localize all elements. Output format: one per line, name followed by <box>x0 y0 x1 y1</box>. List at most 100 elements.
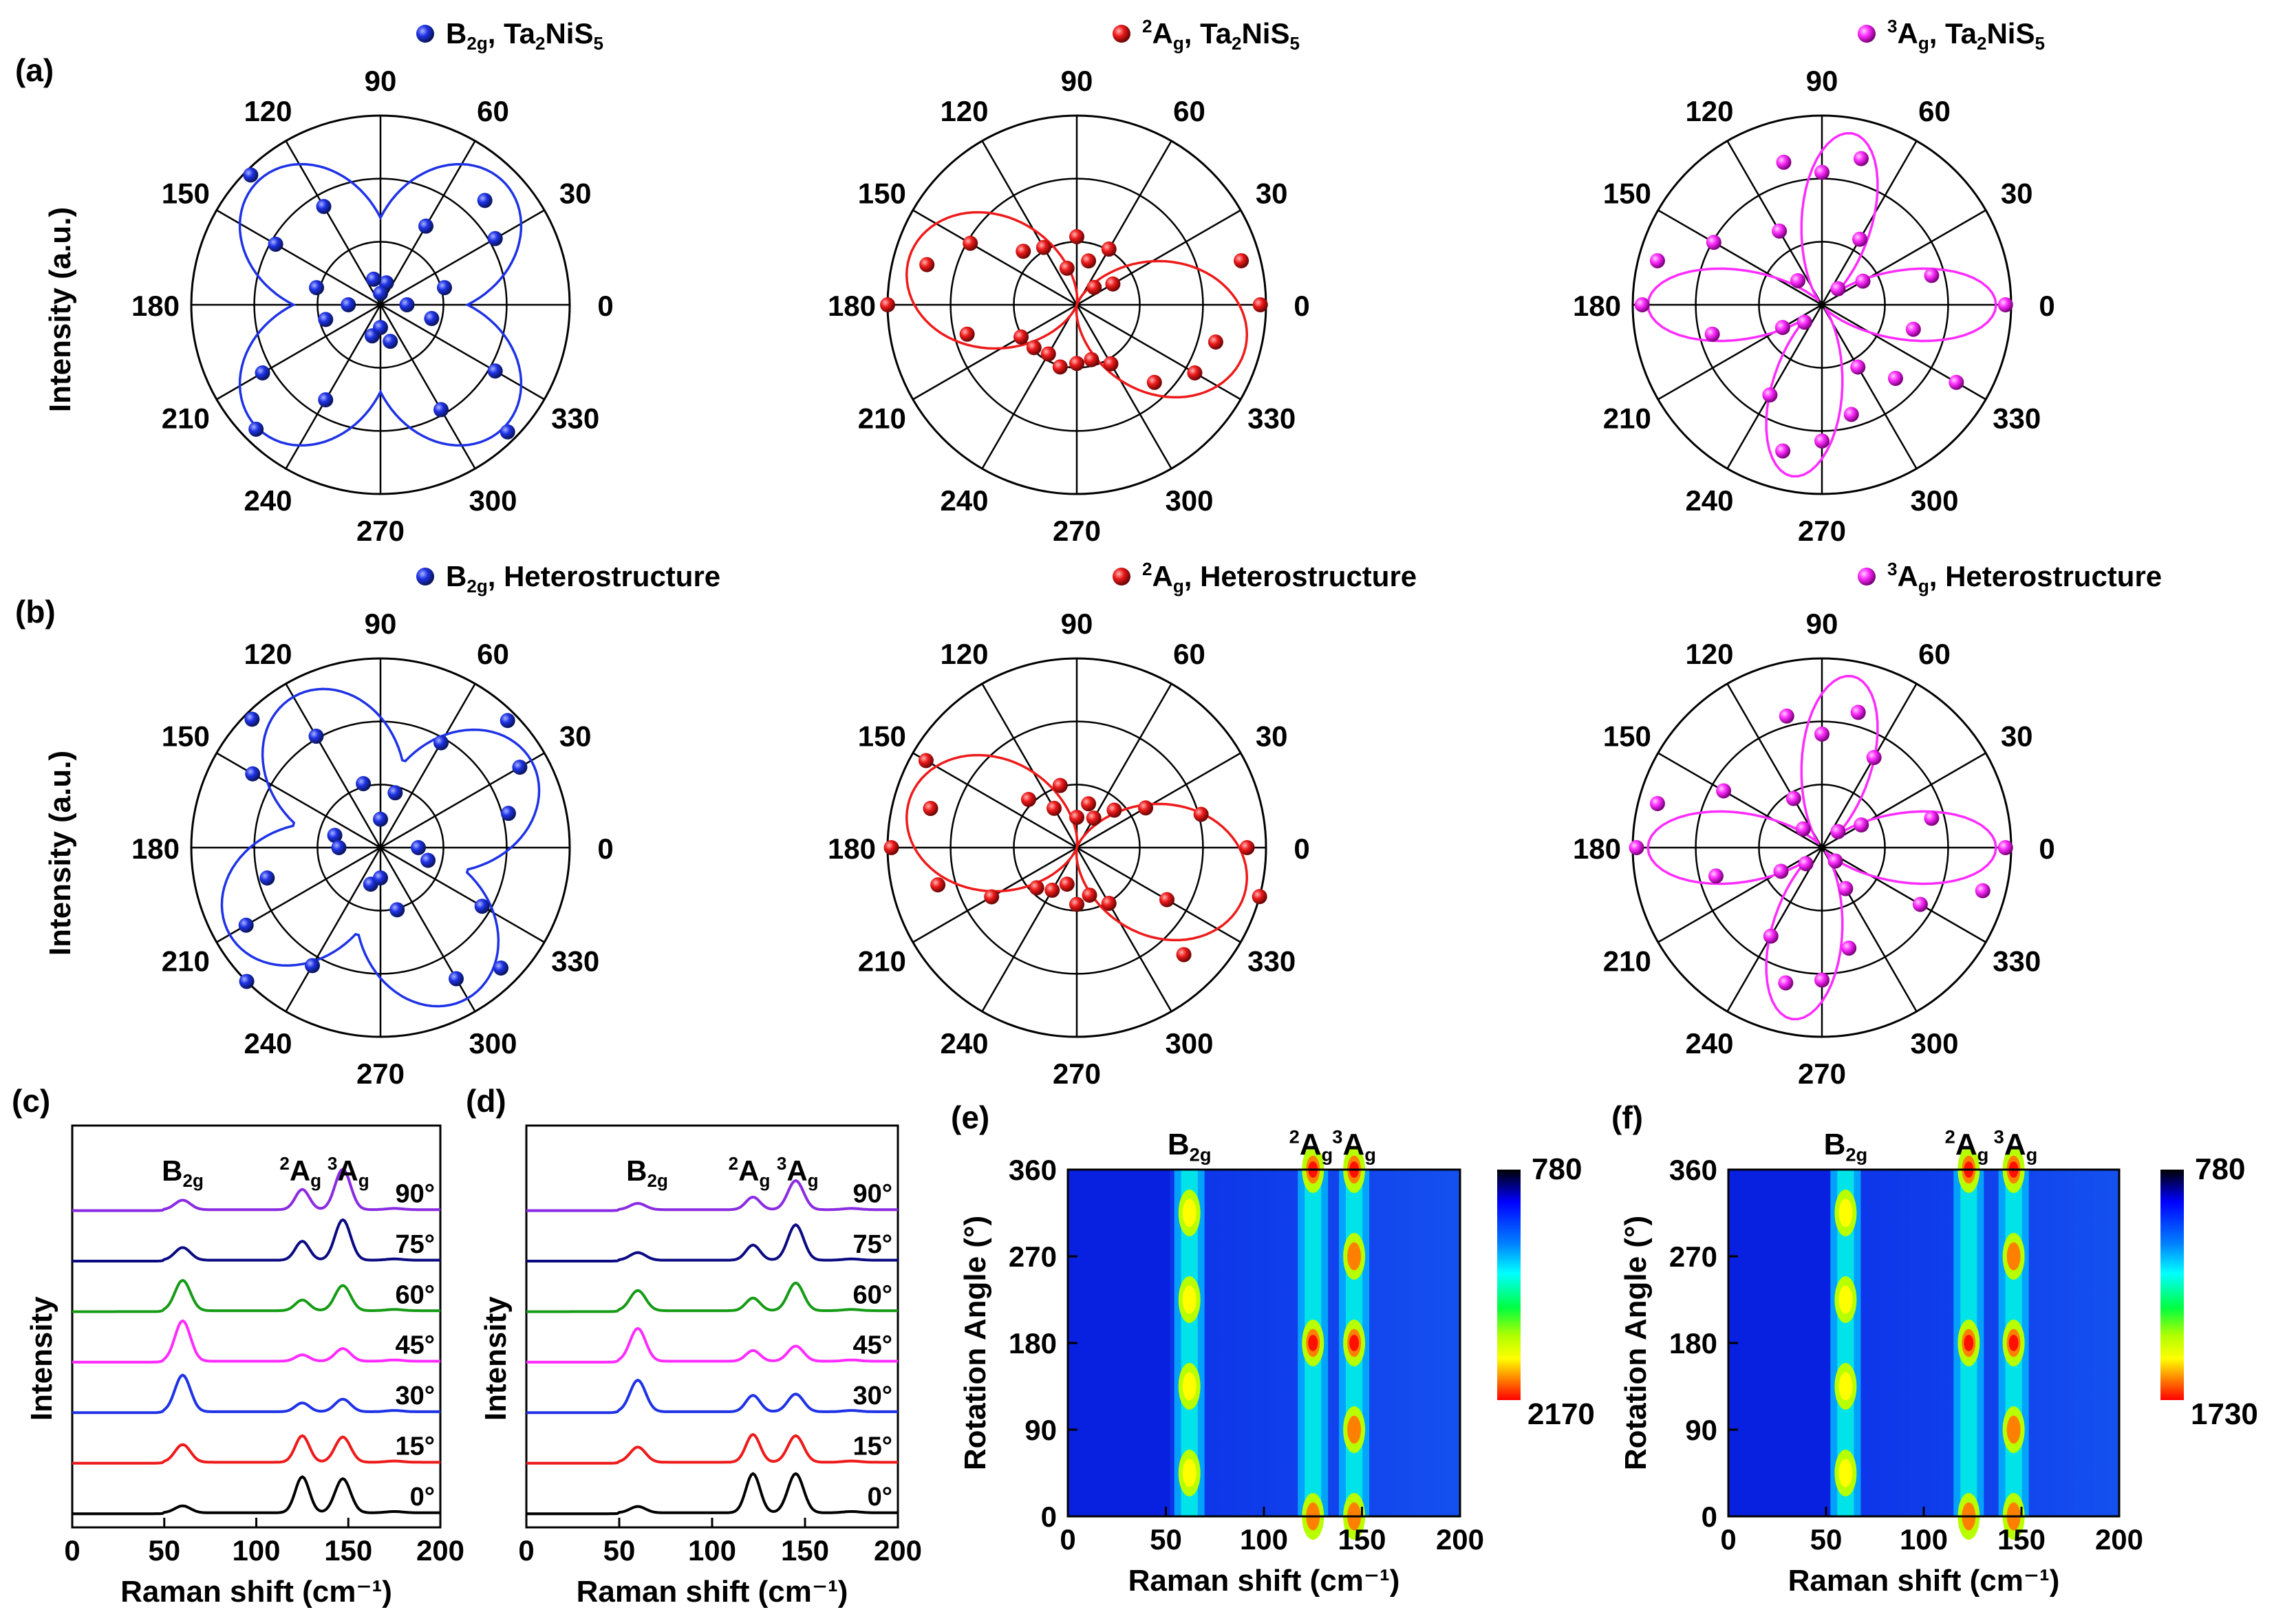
x-tick-label: 100 <box>1900 1523 1948 1556</box>
data-point <box>1020 791 1036 807</box>
spoke-line <box>1821 847 1918 1012</box>
data-point <box>1106 802 1122 818</box>
data-point <box>1912 896 1928 912</box>
angle-tick-label: 270 <box>356 1057 405 1090</box>
angle-tick-label: 330 <box>1247 945 1296 978</box>
data-point <box>309 280 325 296</box>
x-tick-label: 200 <box>874 1534 922 1567</box>
data-point <box>1855 273 1871 289</box>
data-point <box>316 199 332 215</box>
series-angle-label: 15° <box>853 1432 892 1461</box>
y-tick-label: 90 <box>1024 1414 1057 1446</box>
intensity-spot-peak <box>2008 1335 2019 1351</box>
spectrum-line <box>72 1475 440 1516</box>
angle-tick-label: 180 <box>131 832 180 865</box>
data-point <box>1208 334 1223 350</box>
data-point <box>1887 370 1903 386</box>
y-tick-label: 270 <box>1669 1240 1717 1273</box>
intensity-spot-peak <box>1349 1335 1360 1351</box>
intensity-spot-core <box>1182 1199 1197 1227</box>
angle-tick-label: 180 <box>828 290 876 322</box>
x-tick-label: 50 <box>1150 1523 1182 1556</box>
angle-tick-label: 150 <box>162 178 210 210</box>
angle-tick-label: 90 <box>365 65 397 97</box>
angle-tick-label: 210 <box>1603 945 1651 978</box>
angle-tick-label: 270 <box>1053 1057 1101 1090</box>
data-point <box>1905 321 1921 337</box>
colorbar-min-label: 1730 <box>2191 1397 2258 1431</box>
angle-tick-label: 0 <box>1294 832 1309 865</box>
angle-tick-label: 330 <box>551 945 599 978</box>
x-tick-label: 150 <box>781 1534 829 1567</box>
angle-tick-label: 0 <box>597 290 613 322</box>
data-point <box>1853 151 1869 166</box>
angle-tick-label: 300 <box>1165 484 1213 517</box>
y-axis-label: Intensity <box>479 1296 513 1421</box>
angle-tick-label: 330 <box>1993 945 2041 978</box>
x-tick-label: 150 <box>1997 1523 2046 1556</box>
data-point <box>238 917 254 933</box>
data-point <box>383 334 398 350</box>
angle-tick-label: 330 <box>1993 402 2041 435</box>
data-point <box>1026 340 1042 356</box>
angle-tick-label: 30 <box>559 178 592 210</box>
data-point <box>331 840 347 855</box>
data-point <box>259 870 275 886</box>
peak-label: 2Ag <box>1945 1126 1989 1165</box>
intensity-spot-core <box>1182 1285 1197 1314</box>
data-point <box>1036 239 1051 255</box>
data-point <box>1949 374 1964 390</box>
data-point <box>1176 947 1192 963</box>
angle-tick-label: 90 <box>1061 608 1093 640</box>
data-point <box>1059 877 1075 892</box>
series-angle-label: 75° <box>853 1230 892 1259</box>
spoke-line <box>285 847 382 1012</box>
spectrum-line <box>72 1434 440 1465</box>
data-point <box>500 713 515 729</box>
data-point <box>1706 235 1721 250</box>
polar-a2: 0 30 60 90 120 150 180 210 240 270 300 330 2Ag, Ta2N… <box>828 16 1310 547</box>
angle-tick-label: 210 <box>162 402 210 435</box>
data-point <box>1013 329 1029 345</box>
intensity-spot-core <box>1838 1372 1853 1401</box>
spoke-line <box>1075 847 1172 1012</box>
data-point <box>1101 895 1117 911</box>
spoke-line <box>380 209 545 306</box>
peak-label: B2g <box>1824 1128 1868 1165</box>
data-point <box>1843 407 1859 422</box>
spectra-c: 0 50 100 150 200 Raman shift (cm⁻¹) Intensity (… <box>12 1083 464 1609</box>
data-point <box>1103 356 1119 372</box>
peak-label: 2Ag <box>1289 1126 1333 1165</box>
legend-marker <box>1113 25 1130 43</box>
data-point <box>1716 783 1732 799</box>
x-tick-label: 50 <box>603 1534 636 1567</box>
angle-tick-label: 210 <box>858 402 906 435</box>
series-angle-label: 45° <box>396 1331 435 1360</box>
angle-tick-label: 240 <box>940 1027 988 1060</box>
polar-b1: 0 30 60 90 120 150 180 210 240 270 300 330 B2g, Hete… <box>131 560 720 1090</box>
legend-marker <box>416 568 434 585</box>
data-point <box>1634 297 1650 312</box>
data-point <box>1830 824 1846 839</box>
peak-label: 3Ag <box>328 1153 369 1191</box>
angle-tick-label: 150 <box>858 720 906 753</box>
spectrum-line <box>526 1378 898 1415</box>
angle-tick-label: 30 <box>2001 178 2033 210</box>
spectrum-line <box>526 1281 898 1313</box>
data-point <box>433 735 449 751</box>
x-tick-label: 100 <box>1240 1523 1288 1556</box>
spoke-line <box>1821 209 1986 306</box>
series-angle-label: 60° <box>396 1280 435 1309</box>
spoke-line <box>1076 752 1241 849</box>
data-point <box>500 806 516 821</box>
data-point <box>474 899 490 914</box>
intensity-spot-peak <box>1964 1335 1974 1351</box>
data-point <box>318 392 334 408</box>
angle-tick-label: 210 <box>858 945 906 978</box>
data-point <box>327 828 343 843</box>
spoke-line <box>1821 846 1986 943</box>
spoke-line <box>1657 209 1823 306</box>
data-point <box>1086 279 1102 295</box>
data-point <box>1854 817 1869 832</box>
data-point <box>1997 840 2013 855</box>
